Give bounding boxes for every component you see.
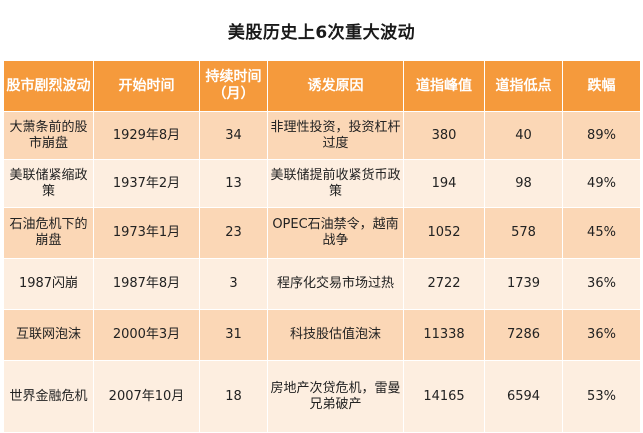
cell-start: 2007年10月	[93, 360, 200, 433]
cell-cause: OPEC石油禁令，越南战争	[267, 207, 404, 259]
cell-start: 2000年3月	[93, 309, 200, 361]
table-row: 美联储紧缩政策 1937年2月 13 美联储提前收紧货币政策 194 98 49…	[3, 159, 641, 208]
cell-event: 1987闪崩	[3, 258, 94, 310]
cell-duration: 18	[199, 360, 268, 433]
header-event: 股市剧烈波动	[3, 60, 94, 112]
cell-start: 1973年1月	[93, 207, 200, 259]
cell-low: 98	[484, 159, 563, 208]
cell-start: 1987年8月	[93, 258, 200, 310]
header-duration: 持续时间（月）	[199, 60, 268, 112]
table-header-row: 股市剧烈波动 开始时间 持续时间（月） 诱发原因 道指峰值 道指低点 跌幅	[3, 60, 641, 112]
cell-start: 1937年2月	[93, 159, 200, 208]
cell-low: 40	[484, 111, 563, 160]
cell-duration: 23	[199, 207, 268, 259]
cell-peak: 194	[403, 159, 485, 208]
cell-peak: 11338	[403, 309, 485, 361]
cell-event: 互联网泡沫	[3, 309, 94, 361]
table-row: 互联网泡沫 2000年3月 31 科技股估值泡沫 11338 7286 36%	[3, 309, 641, 361]
cell-peak: 380	[403, 111, 485, 160]
cell-drop: 49%	[562, 159, 641, 208]
header-drop: 跌幅	[562, 60, 641, 112]
cell-drop: 36%	[562, 309, 641, 361]
cell-drop: 45%	[562, 207, 641, 259]
cell-duration: 3	[199, 258, 268, 310]
cell-drop: 89%	[562, 111, 641, 160]
table-row: 1987闪崩 1987年8月 3 程序化交易市场过热 2722 1739 36%	[3, 258, 641, 310]
header-peak: 道指峰值	[403, 60, 485, 112]
cell-duration: 34	[199, 111, 268, 160]
page-title: 美股历史上6次重大波动	[227, 23, 416, 43]
cell-drop: 36%	[562, 258, 641, 310]
cell-low: 1739	[484, 258, 563, 310]
cell-peak: 1052	[403, 207, 485, 259]
cell-cause: 美联储提前收紧货币政策	[267, 159, 404, 208]
table-row: 世界金融危机 2007年10月 18 房地产次贷危机，雷曼兄弟破产 14165 …	[3, 360, 641, 433]
cell-low: 6594	[484, 360, 563, 433]
cell-drop: 53%	[562, 360, 641, 433]
header-low: 道指低点	[484, 60, 563, 112]
cell-cause: 程序化交易市场过热	[267, 258, 404, 310]
cell-event: 石油危机下的崩盘	[3, 207, 94, 259]
table-row: 石油危机下的崩盘 1973年1月 23 OPEC石油禁令，越南战争 1052 5…	[3, 207, 641, 259]
cell-cause: 科技股估值泡沫	[267, 309, 404, 361]
cell-cause: 房地产次贷危机，雷曼兄弟破产	[267, 360, 404, 433]
cell-low: 578	[484, 207, 563, 259]
table-row: 大萧条前的股市崩盘 1929年8月 34 非理性投资，投资杠杆过度 380 40…	[3, 111, 641, 160]
cell-event: 世界金融危机	[3, 360, 94, 433]
cell-event: 大萧条前的股市崩盘	[3, 111, 94, 160]
header-cause: 诱发原因	[267, 60, 404, 112]
cell-duration: 31	[199, 309, 268, 361]
data-table: 股市剧烈波动 开始时间 持续时间（月） 诱发原因 道指峰值 道指低点 跌幅 大萧…	[3, 60, 641, 433]
cell-peak: 2722	[403, 258, 485, 310]
cell-low: 7286	[484, 309, 563, 361]
header-start: 开始时间	[93, 60, 200, 112]
cell-cause: 非理性投资，投资杠杆过度	[267, 111, 404, 160]
cell-start: 1929年8月	[93, 111, 200, 160]
cell-duration: 13	[199, 159, 268, 208]
cell-peak: 14165	[403, 360, 485, 433]
cell-event: 美联储紧缩政策	[3, 159, 94, 208]
